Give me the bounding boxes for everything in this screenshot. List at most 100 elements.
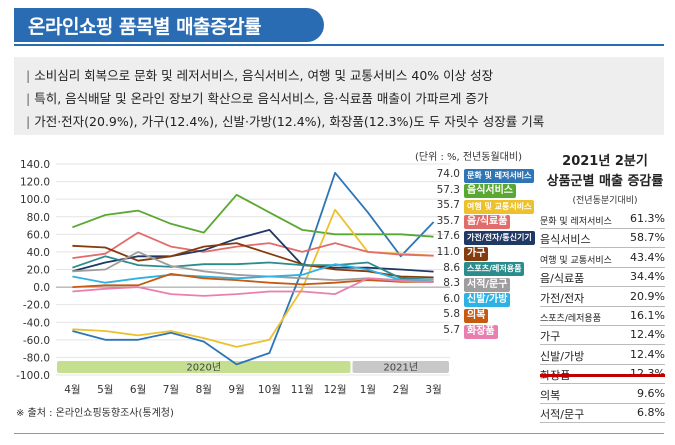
series-line	[72, 277, 434, 297]
table-row-label: 서적/문구	[540, 408, 585, 421]
table-row-divider	[540, 266, 665, 268]
source-note: ※ 출처 : 온라인쇼핑동향조사(통계청)	[16, 408, 174, 419]
bottom-divider	[14, 433, 664, 434]
x-tick-label: 9월	[228, 384, 244, 396]
series-end-value: 35.7	[436, 214, 460, 227]
line-chart: 140.0 120.0 100.0 80.0 60.0 40.0 20.0 0.0 -20.0 -…	[16, 159, 450, 396]
summary-line-2: 특히, 음식배달 및 온라인 장보기 확산으로 음식서비스, 음·식료품 매출이…	[26, 88, 488, 107]
table-row-label: 가구	[540, 330, 561, 344]
year-band-label: 2020년	[186, 362, 221, 374]
summary-box: 소비심리 회복으로 문화 및 레저서비스, 음식서비스, 여행 및 교통서비스 …	[14, 57, 664, 135]
table-row-value: 43.4%	[630, 250, 665, 264]
table-row: 신발/가방 12.4%	[540, 346, 665, 365]
unit-note: (단위 : %, 전년동월대비)	[415, 152, 522, 163]
x-tick-label: 3월	[425, 384, 441, 396]
series-line	[72, 231, 434, 259]
table-row-label: 여행 및 교통서비스	[540, 255, 612, 266]
y-tick-label: 140.0	[20, 159, 50, 171]
series-name-label: 음식서비스	[464, 184, 516, 199]
y-tick-label: -100.0	[16, 370, 50, 382]
series-end-value: 5.8	[443, 308, 460, 321]
x-tick-label: 4월	[64, 384, 80, 396]
table-row: 의복 9.6%	[540, 385, 665, 404]
series-end-value: 8.3	[443, 277, 460, 290]
table-row-value: 6.8%	[637, 406, 665, 419]
table-row: 가전/전자 20.9%	[540, 288, 665, 307]
y-tick-label: 100.0	[20, 194, 50, 206]
series-name-label: 문화 및 레저서비스	[464, 168, 535, 183]
series-name-label: 여행 및 교통서비스	[464, 199, 535, 214]
series-line	[72, 193, 434, 238]
table-row-label: 음식서비스	[540, 233, 591, 247]
table-row-divider	[540, 228, 665, 229]
series-name-label: 화장품	[464, 324, 498, 339]
table-subtitle: (전년동분기대비)	[572, 196, 638, 206]
table-row-value: 12.4%	[630, 328, 665, 342]
y-tick-label: -40.0	[23, 317, 50, 329]
series-name-label: 음/식료품	[464, 215, 511, 230]
series-name-label: 스포츠/레저용품	[464, 262, 525, 277]
series-end-value: 11.0	[436, 246, 460, 258]
table-row-divider	[540, 305, 665, 307]
year-band	[352, 361, 449, 373]
table-row-label: 신발/가방	[540, 349, 585, 363]
series-end-value: 5.7	[443, 324, 460, 336]
table-title-line2: 상품군별 매출 증감률	[546, 174, 664, 189]
y-tick-label: 60.0	[27, 229, 50, 241]
page-title: 온라인쇼핑 품목별 매출증감률	[28, 16, 261, 38]
series-line	[72, 255, 434, 281]
x-tick-label: 1월	[360, 384, 376, 396]
table-row-divider	[540, 402, 665, 404]
table-row: 음식서비스 58.7%	[540, 229, 665, 249]
table-row: 음/식료품 34.4%	[540, 268, 665, 288]
year-band	[57, 361, 351, 373]
summary-line-3: 가전·전자(20.9%), 가구(12.4%), 신발·가방(12.4%), 화…	[26, 111, 544, 130]
x-tick-label: 11월	[291, 384, 314, 396]
table-row: 스포츠/레저용품 16.1%	[540, 307, 665, 326]
series-end-value: 8.6	[443, 261, 460, 274]
y-tick-label: 120.0	[20, 177, 50, 189]
table-row-label: 음/식료품	[540, 272, 585, 286]
series-name-label: 가전/전자/통신기기	[464, 230, 535, 245]
table-row-divider	[540, 325, 665, 326]
y-tick-label: 0.0	[33, 282, 50, 294]
table-row-value: 58.7%	[630, 231, 665, 245]
series-name-label: 서적/문구	[464, 277, 511, 292]
y-tick-label: -80.0	[23, 352, 50, 364]
title-bar: 온라인쇼핑 품목별 매출증감률	[14, 8, 324, 42]
table-row-value: 12.4%	[630, 347, 665, 361]
series-end-value: 74.0	[436, 168, 460, 180]
year-band-label: 2021년	[383, 362, 418, 374]
table-row-divider	[540, 363, 665, 365]
table-row-divider	[540, 247, 665, 249]
table-row: 서적/문구 6.8%	[540, 404, 665, 423]
x-tick-label: 10월	[258, 384, 281, 396]
highlight-underline	[540, 374, 665, 377]
summary-line-1: 소비심리 회복으로 문화 및 레저서비스, 음식서비스, 여행 및 교통서비스 …	[26, 65, 493, 84]
series-line	[72, 171, 435, 366]
table-row-divider	[540, 422, 665, 423]
table-row-value: 34.4%	[630, 270, 665, 284]
table-row-label: 의복	[540, 388, 561, 402]
series-line	[72, 273, 434, 288]
y-tick-label: 80.0	[27, 212, 50, 224]
table-row-divider	[540, 383, 665, 385]
table-row: 여행 및 교통서비스 43.4%	[540, 249, 665, 268]
series-end-value: 35.7	[436, 199, 460, 212]
table-row-value: 9.6%	[637, 386, 665, 400]
y-tick-label: 20.0	[27, 265, 50, 277]
y-tick-label: 40.0	[27, 247, 50, 259]
series-line	[72, 242, 434, 279]
y-tick-label: -20.0	[23, 300, 50, 312]
x-tick-label: 2월	[393, 384, 409, 396]
series-name-label: 의복	[464, 308, 489, 323]
series-line	[72, 263, 434, 284]
title-underline	[14, 44, 664, 46]
series-end-value: 57.3	[436, 183, 460, 196]
x-tick-label: 6월	[130, 384, 146, 396]
table-row-label: 스포츠/레저용품	[540, 314, 601, 324]
table-row-divider	[540, 286, 665, 288]
table-row-label: 문화 및 레저서비스	[540, 217, 612, 227]
series-line	[72, 229, 434, 273]
y-tick-label: -60.0	[23, 335, 50, 347]
